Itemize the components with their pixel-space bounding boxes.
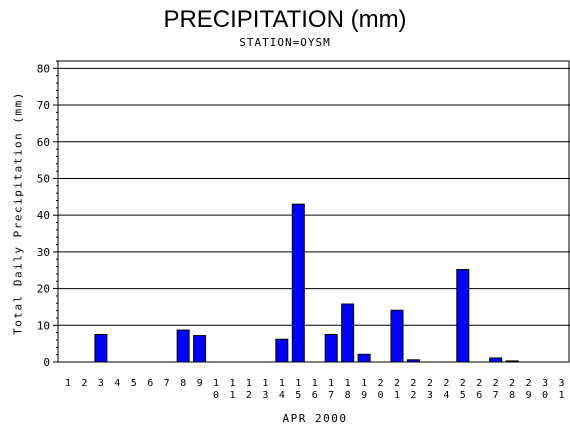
chart-title: PRECIPITATION (mm) bbox=[163, 6, 407, 33]
bar-day-3 bbox=[94, 333, 108, 363]
bar-day-25 bbox=[456, 269, 470, 363]
bar-day-9 bbox=[193, 335, 207, 363]
y-tick-label: 50 bbox=[37, 172, 50, 185]
y-tick-label: 80 bbox=[37, 62, 50, 75]
bar-day-17 bbox=[324, 333, 338, 363]
bar-day-27 bbox=[489, 357, 503, 363]
x-axis-label: APR 2000 bbox=[282, 412, 348, 425]
x-tick-label: 9 bbox=[197, 378, 203, 389]
y-tick-label: 30 bbox=[37, 246, 50, 259]
x-tick-label: 8 bbox=[180, 378, 186, 389]
y-tick-label: 10 bbox=[37, 319, 50, 332]
x-tick-label: 3 bbox=[98, 378, 104, 389]
x-tick-label: 1 bbox=[65, 378, 71, 389]
x-tick-label: 4 bbox=[114, 378, 120, 389]
plot-frame bbox=[57, 60, 570, 363]
bar-day-19 bbox=[357, 353, 371, 363]
x-tick-label: 7 bbox=[164, 378, 170, 389]
y-tick-label: 70 bbox=[37, 99, 50, 112]
bar-day-8 bbox=[176, 329, 190, 363]
bar-day-14 bbox=[275, 338, 289, 363]
bar-day-15 bbox=[291, 203, 305, 363]
bar-day-18 bbox=[341, 303, 355, 363]
x-tick-label: 5 bbox=[131, 378, 137, 389]
y-tick-label: 20 bbox=[37, 283, 50, 296]
bar-day-21 bbox=[390, 309, 404, 363]
x-tick-label: 2 bbox=[81, 378, 87, 389]
y-tick-label: 40 bbox=[37, 209, 50, 222]
y-tick-label: 0 bbox=[43, 356, 50, 369]
x-tick-label: 6 bbox=[147, 378, 153, 389]
y-tick-label: 60 bbox=[37, 136, 50, 149]
chart-subtitle: STATION=OYSM bbox=[239, 36, 331, 49]
